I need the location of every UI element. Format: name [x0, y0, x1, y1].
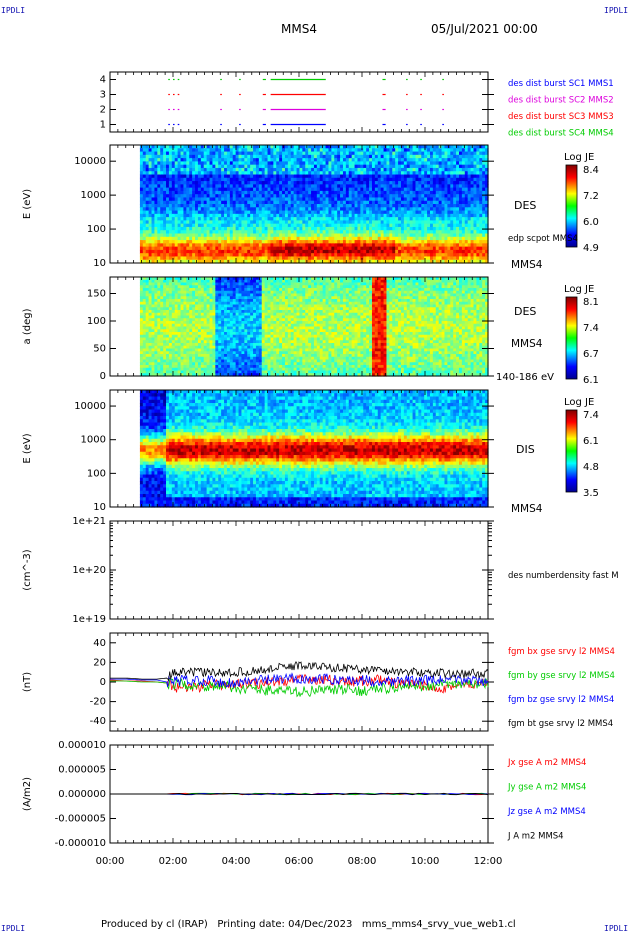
legend-current-2: Jz gse A m2 MMS4: [507, 807, 586, 817]
time-tick-label: 00:00: [96, 856, 125, 867]
corner-label-top-right: IPDLI: [604, 6, 629, 15]
legend-fgm-1: fgm by gse srvy l2 MMS4: [508, 671, 615, 681]
y-tick-label-p2: 50: [93, 344, 106, 355]
y-tick-label-p0: 2: [100, 105, 106, 116]
y-axis-label-p1: E (eV): [22, 189, 33, 219]
panel-sc-label: MMS4: [511, 259, 543, 271]
y-tick-label-p4: 1e+21: [72, 516, 106, 527]
colorbar-tick-p3: 3.5: [583, 488, 599, 499]
y-tick-label-p4: 1e+19: [72, 614, 106, 625]
colorbar-label-p3: Log JE: [564, 397, 594, 408]
y-tick-label-p6: 0.000010: [58, 740, 106, 751]
footer-produced-by: Produced by cl (IRAP): [101, 919, 208, 930]
spacecraft-title: MMS4: [281, 22, 317, 36]
colorbar-p3: [565, 409, 578, 493]
y-tick-label-p5: 40: [93, 638, 106, 649]
y-tick-label-p5: 0: [100, 677, 106, 688]
y-tick-label-p3: 100: [87, 468, 106, 479]
y-tick-label-p6: -0.000005: [55, 814, 106, 825]
colorbar-tick-p3: 4.8: [583, 462, 599, 473]
y-axis-label-p5: (nT): [22, 672, 33, 692]
y-axis-label-p6: (A/m2): [22, 777, 33, 811]
time-tick-label: 12:00: [474, 856, 503, 867]
y-tick-label-p1: 10: [93, 258, 106, 269]
colorbar-p2: [565, 296, 578, 380]
y-tick-label-p0: 4: [100, 75, 106, 86]
colorbar-label-p1: Log JE: [564, 152, 594, 163]
spectrogram-2: [139, 277, 489, 377]
colorbar-tick-p1: 8.4: [583, 165, 599, 176]
y-tick-label-p2: 150: [87, 289, 106, 300]
time-tick-label: 02:00: [159, 856, 188, 867]
time-tick-label: 04:00: [222, 856, 251, 867]
y-tick-label-p1: 100: [87, 224, 106, 235]
spectrogram-1: [139, 145, 489, 264]
y-tick-label-p3: 10000: [74, 401, 106, 412]
colorbar-tick-p2: 6.1: [583, 375, 599, 386]
des-label: DES: [514, 199, 536, 212]
colorbar-tick-p2: 8.1: [583, 297, 599, 308]
legend-current-3: J A m2 MMS4: [507, 832, 564, 842]
corner-label-top-left: IPDLI: [1, 6, 26, 15]
current-series-3: [110, 792, 489, 796]
colorbar-tick-p3: 7.4: [583, 410, 599, 421]
colorbar-tick-p1: 4.9: [583, 243, 599, 254]
des-label: DES: [514, 305, 536, 318]
legend-burst-3: des dist burst SC4 MMS4: [508, 129, 614, 139]
y-tick-label-p2: 0: [100, 371, 106, 382]
colorbar-tick-p1: 7.2: [583, 191, 599, 202]
y-tick-label-p1: 1000: [81, 190, 106, 201]
fgm-series-2: [110, 672, 489, 688]
panel-frame-0: [109, 71, 489, 133]
y-tick-label-p6: 0.000005: [58, 765, 106, 776]
y-tick-label-p1: 10000: [74, 156, 106, 167]
colorbar-p1: [565, 164, 578, 248]
y-tick-label-p0: 3: [100, 90, 106, 101]
y-tick-label-p3: 10: [93, 502, 106, 513]
y-axis-label-p2: a (deg): [22, 308, 33, 344]
y-tick-label-p6: -0.000010: [55, 838, 106, 849]
corner-label-bottom-right: IPDLI: [604, 924, 629, 933]
footer-script-name: mms_mms4_srvy_vue_web1.cl: [361, 919, 516, 930]
legend-fgm-3: fgm bt gse srvy l2 MMS4: [508, 719, 613, 729]
legend-density: des numberdensity fast M: [508, 571, 619, 581]
y-tick-label-p0: 1: [100, 120, 106, 131]
legend-burst-1: des dist burst SC2 MMS2: [508, 96, 614, 106]
y-tick-label-p2: 100: [87, 316, 106, 327]
y-axis-label-p4: (cm^-3): [22, 549, 33, 590]
panel-sc-label: MMS4: [511, 338, 543, 350]
time-tick-label: 10:00: [411, 856, 440, 867]
spectrogram-3: [139, 390, 489, 508]
colorbar-tick-p2: 6.7: [583, 349, 599, 360]
colorbar-label-p2: Log JE: [564, 284, 594, 295]
corner-label-bottom-left: IPDLI: [1, 924, 26, 933]
y-tick-label-p4: 1e+20: [72, 565, 106, 576]
time-tick-label: 06:00: [285, 856, 314, 867]
legend-current-0: Jx gse A m2 MMS4: [507, 758, 586, 768]
colorbar-tick-p3: 6.1: [583, 436, 599, 447]
edp-scpot-label: edp scpot MMS4: [508, 234, 578, 244]
legend-burst-0: des dist burst SC1 MMS1: [508, 79, 614, 89]
y-tick-label-p5: 20: [93, 657, 106, 668]
energy-range-label: 140-186 eV: [496, 372, 554, 383]
legend-current-1: Jy gse A m2 MMS4: [507, 783, 586, 793]
colorbar-tick-p2: 7.4: [583, 323, 599, 334]
fgm-series-3: [110, 660, 489, 682]
dis-label: DIS: [516, 443, 535, 456]
date-title: 05/Jul/2021 00:00: [431, 22, 538, 36]
footer-printing-date: Printing date: 04/Dec/2023: [217, 919, 353, 930]
legend-fgm-0: fgm bx gse srvy l2 MMS4: [508, 647, 615, 657]
panel-sc-label: MMS4: [511, 503, 543, 515]
y-axis-label-p3: E (eV): [22, 433, 33, 463]
time-tick-label: 08:00: [348, 856, 377, 867]
y-tick-label-p5: -40: [90, 716, 106, 727]
colorbar-tick-p1: 6.0: [583, 217, 599, 228]
y-tick-label-p5: -20: [90, 697, 106, 708]
y-tick-label-p3: 1000: [81, 435, 106, 446]
legend-burst-2: des dist burst SC3 MMS3: [508, 112, 614, 122]
y-tick-label-p6: 0.000000: [58, 789, 106, 800]
panel-frame-4: [109, 520, 489, 620]
legend-fgm-2: fgm bz gse srvy l2 MMS4: [508, 695, 614, 705]
